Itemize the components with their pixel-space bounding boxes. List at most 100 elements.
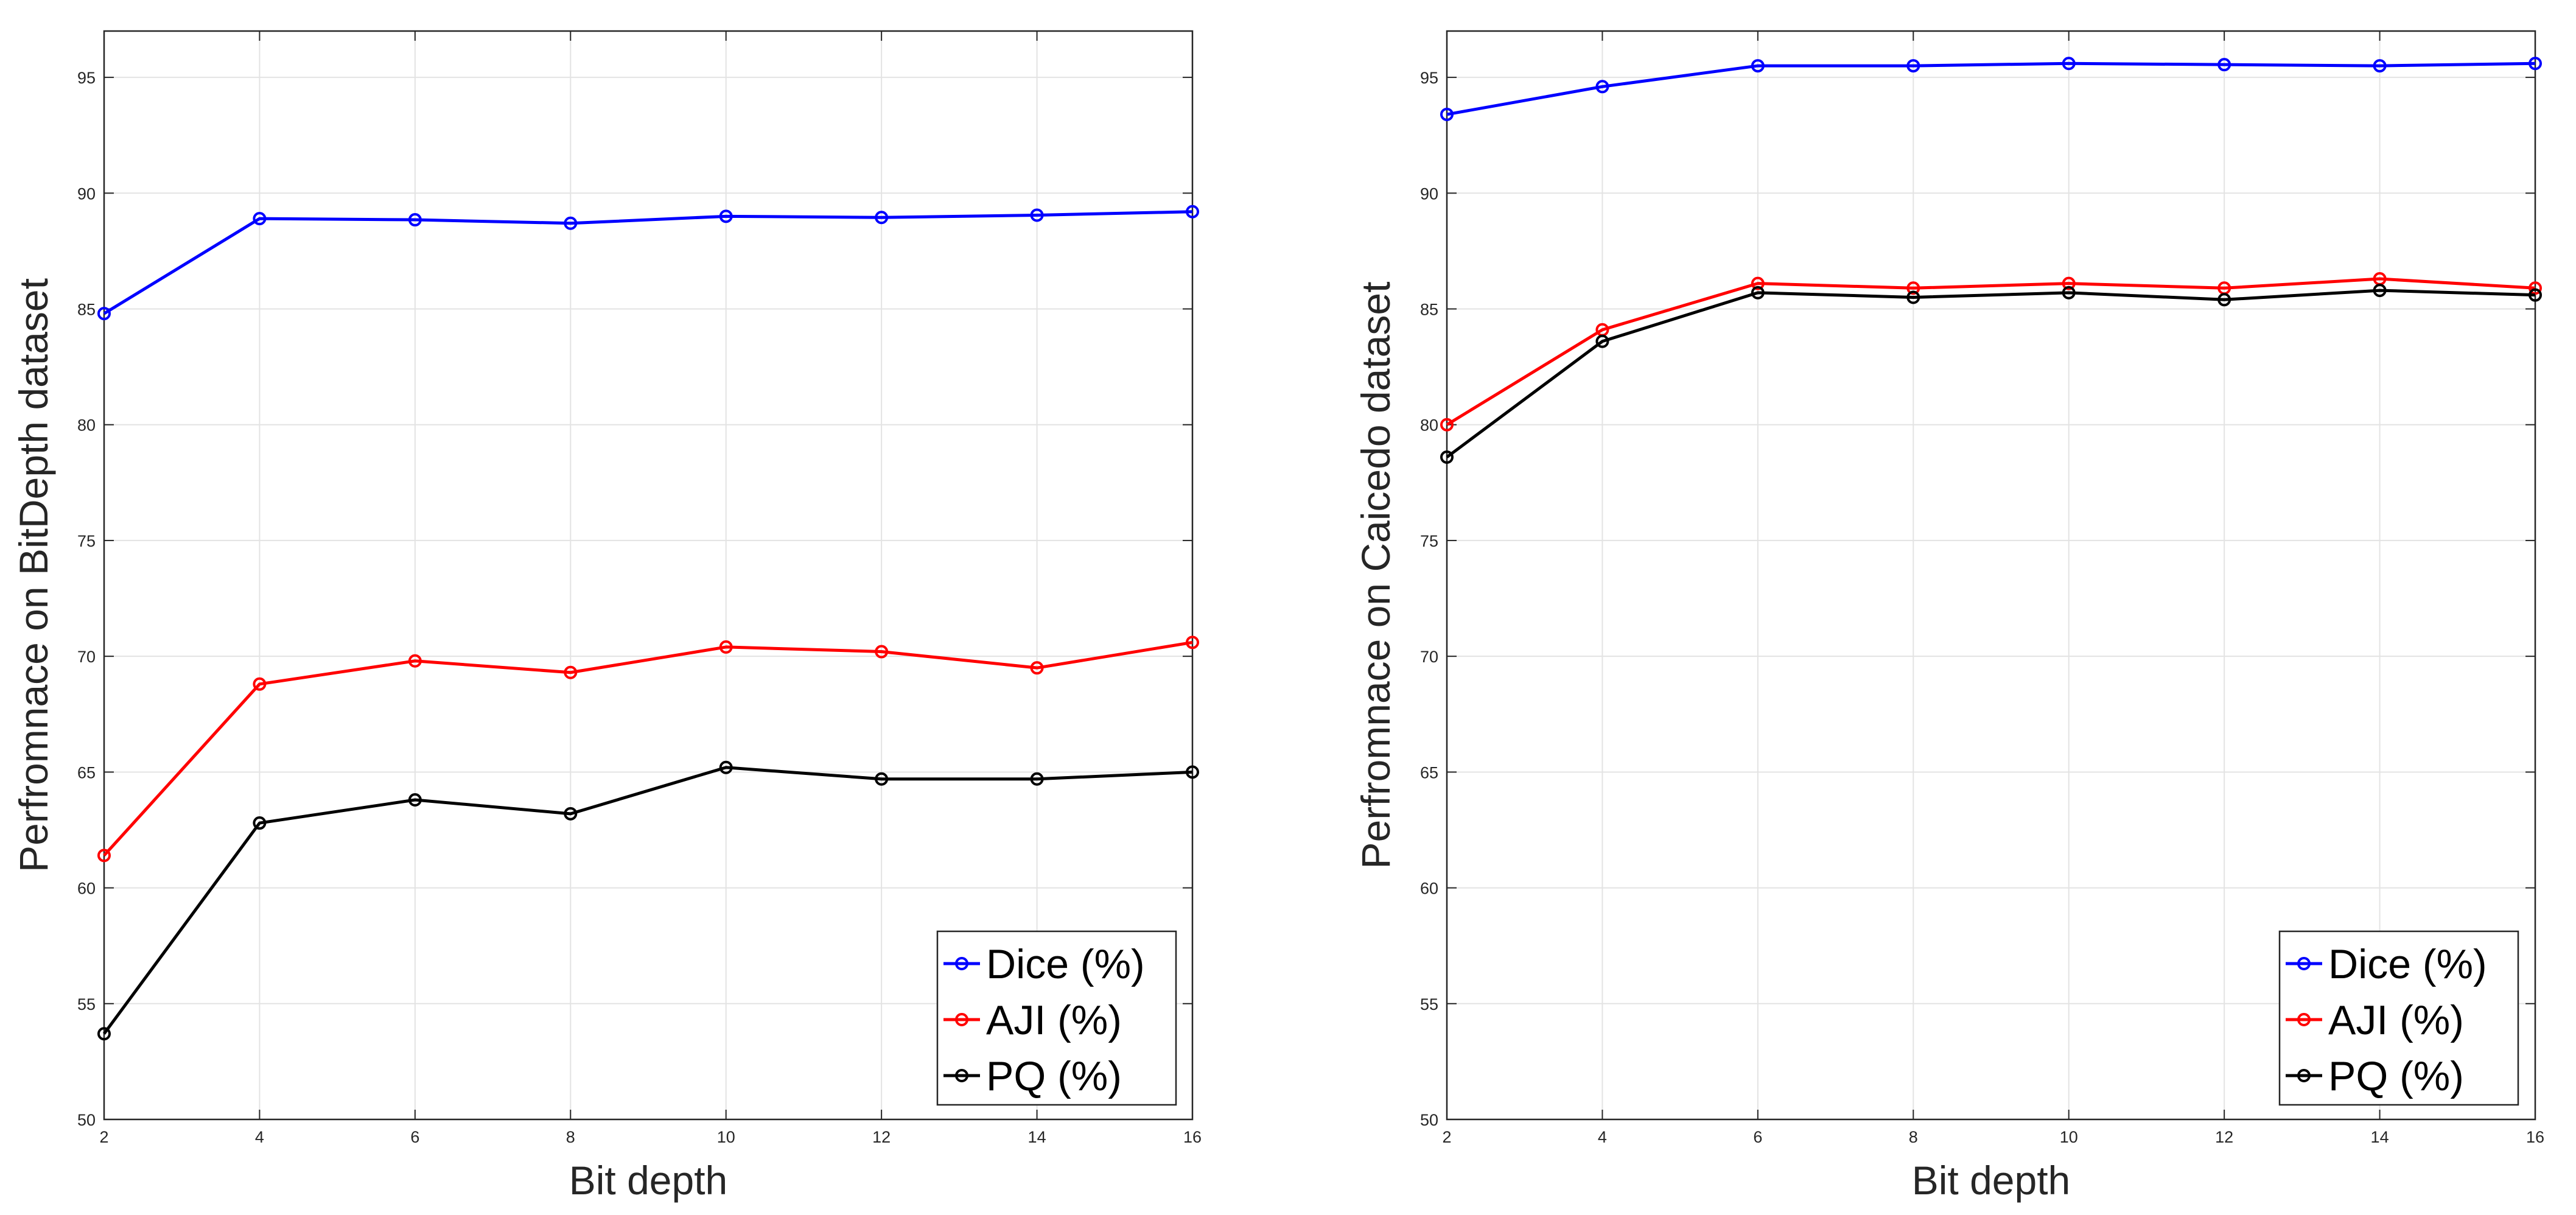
y-tick-label: 90 bbox=[77, 184, 96, 203]
data-point bbox=[1030, 661, 1044, 675]
x-tick-label: 4 bbox=[1598, 1128, 1607, 1146]
data-point bbox=[1440, 107, 1454, 121]
y-tick-label: 75 bbox=[77, 532, 96, 550]
data-point bbox=[719, 640, 733, 654]
data-point bbox=[2529, 57, 2542, 71]
data-point bbox=[1906, 59, 1920, 73]
y-tick-label: 75 bbox=[1420, 532, 1438, 550]
x-tick-label: 4 bbox=[255, 1128, 264, 1146]
series-line-1 bbox=[1446, 61, 2536, 116]
data-point bbox=[2217, 293, 2231, 307]
data-point bbox=[719, 209, 733, 223]
data-point bbox=[1595, 334, 1609, 348]
data-point bbox=[2373, 59, 2387, 73]
data-point bbox=[1030, 208, 1044, 222]
data-point bbox=[1751, 285, 1765, 299]
y-tick-label: 65 bbox=[1420, 763, 1438, 782]
y-tick-label: 60 bbox=[1420, 880, 1438, 898]
x-tick-label: 6 bbox=[1753, 1128, 1762, 1146]
data-point bbox=[253, 212, 267, 226]
y-tick-label: 85 bbox=[77, 301, 96, 319]
x-tick-label: 10 bbox=[717, 1128, 735, 1146]
data-point bbox=[1030, 772, 1044, 786]
data-point bbox=[1751, 59, 1765, 73]
x-tick-label: 10 bbox=[2060, 1128, 2078, 1146]
data-point bbox=[2373, 284, 2387, 298]
y-tick-label: 90 bbox=[1420, 184, 1438, 203]
data-point bbox=[253, 816, 267, 830]
data-point bbox=[97, 307, 111, 321]
y-tick-label: 95 bbox=[77, 69, 96, 87]
data-point bbox=[408, 213, 422, 227]
data-point bbox=[1186, 765, 1199, 779]
data-point bbox=[2062, 285, 2076, 299]
y-axis-label: Perfromnace on BitDepth dataset bbox=[11, 278, 56, 872]
x-axis-label: Bit depth bbox=[1912, 1158, 2071, 1203]
series-line-3 bbox=[102, 766, 1193, 1035]
y-tick-label: 50 bbox=[77, 1111, 96, 1129]
y-tick-label: 55 bbox=[1420, 995, 1438, 1014]
x-tick-label: 14 bbox=[2371, 1128, 2389, 1146]
x-tick-label: 14 bbox=[1028, 1128, 1046, 1146]
legend-label: Dice (%) bbox=[2328, 941, 2487, 987]
legend-marker bbox=[2297, 1069, 2311, 1082]
data-point bbox=[97, 849, 111, 863]
x-tick-label: 2 bbox=[1442, 1128, 1451, 1146]
legend-label: PQ (%) bbox=[986, 1053, 1122, 1099]
data-point bbox=[253, 677, 267, 691]
x-tick-label: 16 bbox=[2526, 1128, 2544, 1146]
legend-marker bbox=[955, 1069, 968, 1082]
data-point bbox=[97, 1027, 111, 1041]
legend-label: Dice (%) bbox=[986, 941, 1145, 987]
data-point bbox=[564, 665, 578, 679]
series-line-2 bbox=[1446, 277, 2536, 426]
y-tick-label: 50 bbox=[1420, 1111, 1438, 1129]
y-tick-label: 60 bbox=[77, 880, 96, 898]
data-point bbox=[2529, 288, 2542, 302]
series-line-3 bbox=[1446, 289, 2536, 458]
y-tick-label: 95 bbox=[1420, 69, 1438, 87]
y-tick-label: 80 bbox=[1420, 416, 1438, 435]
data-point bbox=[408, 793, 422, 807]
legend-marker bbox=[955, 957, 968, 970]
y-tick-label: 85 bbox=[1420, 301, 1438, 319]
legend-marker bbox=[2297, 1013, 2311, 1026]
x-tick-label: 2 bbox=[99, 1128, 108, 1146]
data-point bbox=[1440, 450, 1454, 464]
data-point bbox=[1906, 290, 1920, 304]
data-point bbox=[875, 772, 889, 786]
y-tick-label: 55 bbox=[77, 995, 96, 1014]
data-point bbox=[1186, 205, 1199, 219]
y-axis-label: Perfromnace on Caicedo dataset bbox=[1353, 282, 1398, 869]
legend-marker bbox=[955, 1013, 968, 1026]
x-tick-label: 16 bbox=[1183, 1128, 1202, 1146]
data-point bbox=[564, 807, 578, 821]
legend-label: AJI (%) bbox=[2328, 997, 2464, 1043]
y-tick-label: 65 bbox=[77, 763, 96, 782]
legend-marker bbox=[2297, 957, 2311, 970]
series-line-2 bbox=[103, 640, 1193, 856]
data-point bbox=[2217, 58, 2231, 72]
data-point bbox=[2062, 276, 2076, 290]
data-point bbox=[564, 216, 578, 230]
data-point bbox=[1186, 636, 1199, 650]
chart-panel-1: 2 4 6 8 10 12 14 16 50 55 60 65 70 75 80 85 90 95 Bit dept… bbox=[11, 30, 1202, 1203]
x-tick-label: 8 bbox=[1909, 1128, 1918, 1146]
data-point bbox=[875, 645, 889, 659]
data-point bbox=[1751, 276, 1765, 290]
x-axis-label: Bit depth bbox=[569, 1158, 728, 1203]
y-tick-label: 80 bbox=[77, 416, 96, 435]
axes-box bbox=[103, 30, 1194, 1121]
data-point bbox=[1440, 418, 1454, 432]
y-tick-label: 70 bbox=[77, 648, 96, 666]
data-point bbox=[1906, 281, 1920, 295]
series-line-1 bbox=[103, 210, 1193, 315]
data-point bbox=[875, 211, 889, 225]
legend-label: AJI (%) bbox=[986, 997, 1122, 1043]
axes-box bbox=[1446, 30, 2536, 1121]
x-tick-label: 8 bbox=[566, 1128, 575, 1146]
x-tick-label: 6 bbox=[410, 1128, 419, 1146]
legend-label: PQ (%) bbox=[2328, 1053, 2464, 1099]
y-tick-label: 70 bbox=[1420, 648, 1438, 666]
